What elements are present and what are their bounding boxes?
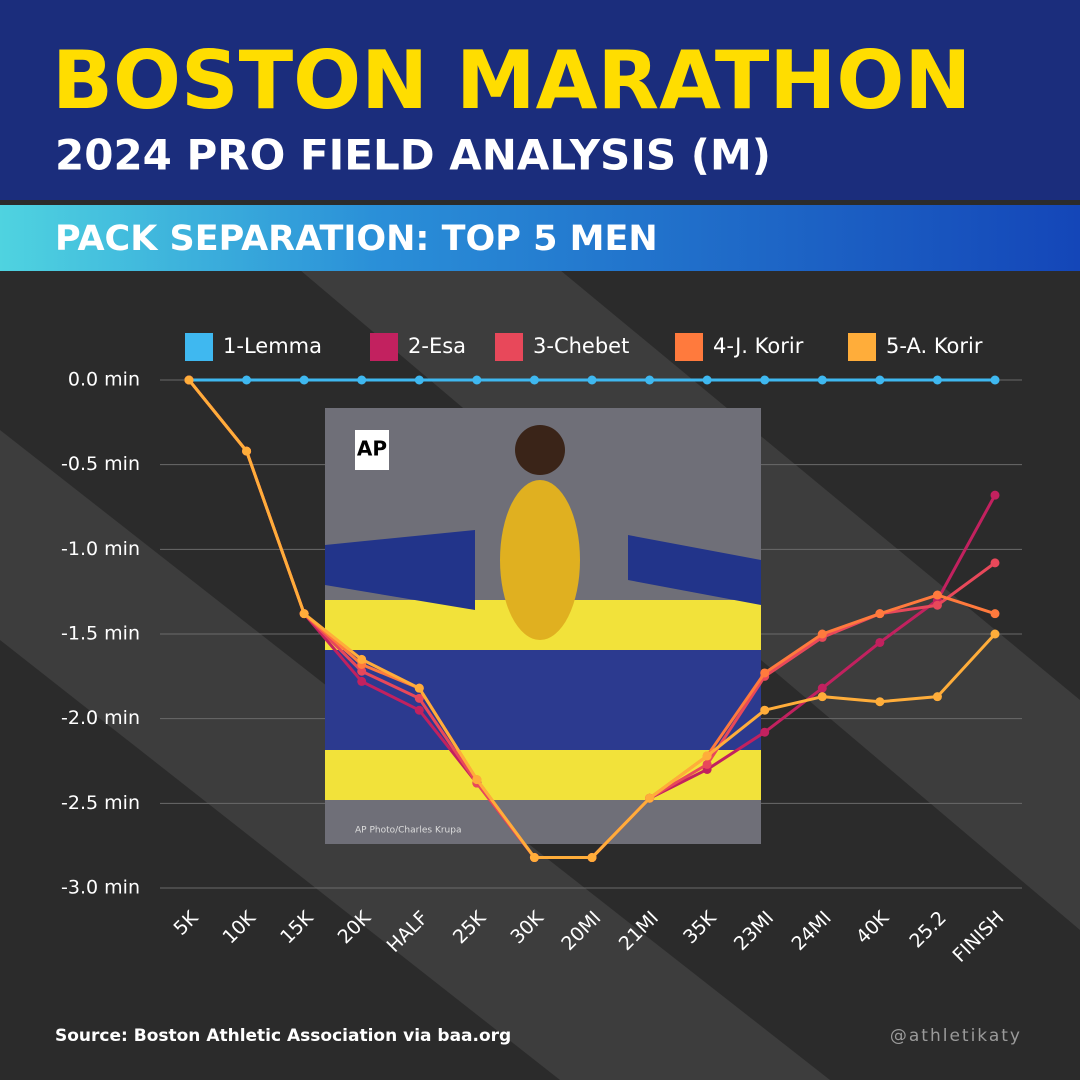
finish-text-band	[325, 650, 761, 750]
data-point	[760, 705, 770, 715]
data-point	[760, 668, 770, 678]
data-point	[299, 375, 309, 385]
data-point	[357, 375, 367, 385]
data-point	[472, 775, 482, 785]
data-point	[990, 490, 1000, 500]
data-point	[242, 375, 252, 385]
y-tick-label: -1.5 min	[61, 623, 140, 645]
data-point	[529, 375, 539, 385]
data-point	[414, 693, 424, 703]
legend-swatch	[495, 333, 523, 361]
photo-badge: AP	[357, 437, 387, 461]
data-point	[587, 853, 597, 863]
y-tick-label: 0.0 min	[68, 369, 140, 391]
runner-head	[515, 425, 565, 475]
data-point	[645, 375, 655, 385]
source: Source: Boston Athletic Association via …	[55, 1026, 511, 1046]
data-point	[587, 375, 597, 385]
legend-swatch	[185, 333, 213, 361]
data-point	[702, 759, 712, 769]
data-point	[990, 558, 1000, 568]
handle: @athletikaty	[890, 1026, 1022, 1046]
data-point	[875, 637, 885, 647]
photo-credit: AP Photo/Charles Krupa	[355, 826, 461, 836]
banner	[0, 205, 1080, 271]
data-point	[875, 375, 885, 385]
data-point	[932, 692, 942, 702]
data-point	[817, 629, 827, 639]
header	[0, 0, 1080, 200]
y-tick-label: -3.0 min	[61, 877, 140, 899]
data-point	[472, 375, 482, 385]
data-point	[645, 793, 655, 803]
legend-swatch	[370, 333, 398, 361]
data-point	[414, 683, 424, 693]
y-tick-label: -2.5 min	[61, 792, 140, 814]
data-point	[932, 600, 942, 610]
data-point	[817, 375, 827, 385]
data-point	[932, 590, 942, 600]
legend-label: 3-Chebet	[533, 334, 629, 358]
data-point	[242, 446, 252, 456]
data-point	[817, 683, 827, 693]
lines	[184, 375, 1000, 863]
title: BOSTON MARATHON	[52, 34, 971, 127]
data-point	[875, 609, 885, 619]
legend-swatch	[675, 333, 703, 361]
legend-label: 4-J. Korir	[713, 334, 804, 358]
legend-label: 1-Lemma	[223, 334, 322, 358]
data-point	[357, 666, 367, 676]
runner	[500, 480, 580, 640]
data-point	[299, 609, 309, 619]
data-point	[414, 705, 424, 715]
data-point	[184, 375, 194, 385]
data-point	[990, 609, 1000, 619]
data-point	[702, 375, 712, 385]
data-point	[875, 697, 885, 707]
banner-text: PACK SEPARATION: TOP 5 MEN	[55, 219, 658, 259]
data-point	[990, 375, 1000, 385]
legend-label: 2-Esa	[408, 334, 466, 358]
banner-right	[628, 535, 761, 605]
data-point	[990, 629, 1000, 639]
y-tick-label: -2.0 min	[61, 707, 140, 729]
legend-swatch	[848, 333, 876, 361]
data-point	[760, 727, 770, 737]
data-point	[357, 676, 367, 686]
data-point	[932, 375, 942, 385]
data-point	[414, 375, 424, 385]
y-tick-label: -1.0 min	[61, 538, 140, 560]
y-tick-label: -0.5 min	[61, 453, 140, 475]
banner-left	[325, 530, 475, 610]
data-point	[529, 853, 539, 863]
badge-box	[355, 430, 389, 470]
data-point	[357, 654, 367, 664]
legend-label: 5-A. Korir	[886, 334, 983, 358]
photo: AP AP Photo/Charles Krupa	[325, 408, 761, 844]
data-point	[760, 375, 770, 385]
subtitle: 2024 PRO FIELD ANALYSIS (M)	[55, 131, 771, 180]
data-point	[702, 751, 712, 761]
data-point	[817, 692, 827, 702]
